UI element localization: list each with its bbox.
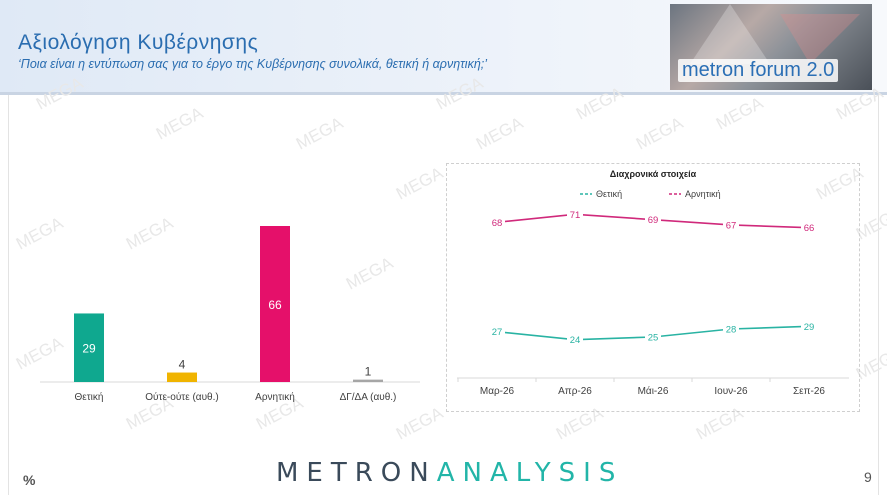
right-border — [878, 95, 879, 495]
logo-shard-decoration — [690, 4, 770, 64]
x-tick-label: Ιουν-26 — [714, 386, 748, 397]
metron-analysis-logo: METRONANALYSIS — [276, 458, 623, 488]
x-tick-label: Απρ-26 — [558, 386, 592, 397]
watermark-text: MEGA — [473, 113, 527, 154]
data-label-bg — [801, 320, 817, 333]
bar-value-label: 66 — [268, 298, 282, 312]
header-divider — [0, 92, 887, 95]
bar-value-label: 1 — [365, 365, 372, 379]
data-label: 71 — [570, 210, 581, 221]
logo-right-text: ANALYSIS — [436, 458, 624, 488]
line-chart: Διαχρονικά στοιχεία Θετική Αρνητική Μαρ-26 Α… — [457, 169, 849, 397]
data-label-bg — [489, 216, 505, 229]
logo-shard-decoration — [780, 14, 860, 64]
unit-label: % — [23, 472, 36, 488]
x-tick-label: Σεπ-26 — [793, 386, 825, 397]
data-label-bg — [801, 221, 817, 234]
bar-category-label: Ούτε-ούτε (αυθ.) — [145, 391, 218, 403]
data-label: 66 — [804, 223, 815, 234]
bar-chart: 29 Θετική 4 Ούτε-ούτε (αυθ.) 66 Αρνητική 1 ΔΓ/Δ… — [40, 226, 420, 403]
data-label: 25 — [648, 332, 659, 343]
data-label-bg — [489, 325, 505, 338]
data-label-bg — [645, 330, 661, 343]
data-label: 24 — [570, 335, 581, 346]
bar-category-label: Θετική — [75, 391, 104, 403]
data-label-bg — [645, 213, 661, 226]
bar-value-label: 29 — [82, 342, 96, 356]
bar-category-label: ΔΓ/ΔΑ (αυθ.) — [340, 392, 397, 403]
forum-logo-text: metron forum 2.0 — [678, 59, 839, 82]
bar-value-label: 4 — [179, 358, 186, 372]
watermark-text: MEGA — [633, 113, 687, 154]
data-label: 69 — [648, 215, 659, 226]
bar — [74, 313, 104, 382]
bar — [260, 226, 290, 382]
line-chart-panel: Διαχρονικά στοιχεία Θετική Αρνητική Μαρ-26 Α… — [446, 163, 860, 412]
data-label-bg — [567, 333, 583, 346]
bar — [353, 379, 383, 382]
data-label: 68 — [492, 218, 503, 229]
x-tick-label: Μάι-26 — [638, 385, 669, 397]
bar-category-label: Αρνητική — [255, 391, 295, 403]
data-label-bg — [567, 208, 583, 221]
data-label: 29 — [804, 322, 815, 333]
data-label: 27 — [492, 327, 503, 338]
left-border — [8, 95, 9, 495]
header: Αξιολόγηση Κυβέρνησης ‘Ποια είναι η εντύ… — [0, 0, 887, 92]
logo-left-text: METRON — [276, 458, 437, 488]
data-label: 67 — [726, 220, 737, 231]
page-title: Αξιολόγηση Κυβέρνησης — [18, 31, 259, 54]
page-number: 9 — [864, 469, 872, 485]
watermark-text: MEGA — [713, 93, 767, 134]
legend-label: Αρνητική — [685, 189, 721, 199]
data-label-bg — [723, 218, 739, 231]
page-subtitle: ‘Ποια είναι η εντύπωση σας για το έργο τ… — [18, 57, 488, 71]
line-chart-title: Διαχρονικά στοιχεία — [610, 169, 697, 179]
data-label: 28 — [726, 324, 737, 335]
forum-logo: metron forum 2.0 — [670, 4, 872, 90]
data-label-bg — [723, 322, 739, 335]
x-tick-label: Μαρ-26 — [480, 386, 515, 397]
legend-label: Θετική — [596, 189, 622, 199]
bar — [167, 372, 197, 382]
